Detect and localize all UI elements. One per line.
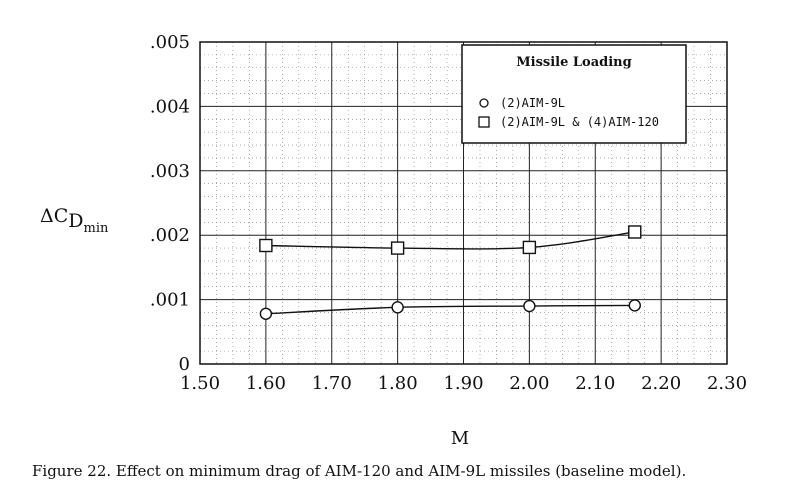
data-point-circle [391,301,404,314]
axes: 1.50 1.60 1.70 1.80 1.90 2.00 2.10 2.20 2.30 0 .00… [150,32,747,394]
x-tick-label: 1.50 [180,373,220,394]
data-point-square [390,241,405,255]
data-point-circle [523,299,536,313]
y-tick-label: .001 [150,290,190,311]
data-point-square [259,238,273,253]
x-tick-label: 1.80 [378,373,418,394]
data-point-square [628,225,642,239]
x-axis-label: M [451,428,469,449]
series [259,225,642,320]
y-tick-label: .003 [150,161,190,182]
legend-circle-marker [479,98,489,108]
legend-box [461,44,687,144]
legend: Missile Loading (2)AIM-9L (2)AIM-9L & (4… [461,44,687,144]
x-tick-label: 1.90 [443,373,483,394]
data-point-square [522,240,537,255]
y-tick-label: .005 [150,32,190,53]
x-tick-label: 1.60 [246,373,286,394]
legend-title: Missile Loading [516,55,631,70]
plot-frame [199,41,728,365]
x-tick-label: 2.10 [575,373,615,394]
legend-square-marker [478,116,490,128]
x-tick-label: 1.70 [312,373,352,394]
y-tick-label: .002 [150,225,190,246]
x-tick-label: 2.20 [641,373,681,394]
data-point-circle [259,307,273,320]
y-tick-label: .004 [150,96,190,117]
legend-entry-aim9l: (2)AIM-9L [500,96,565,110]
data-point-circle [628,299,641,312]
x-tick-label: 2.00 [509,373,549,394]
y-tick-label: 0 [179,354,190,375]
figure-caption: Figure 22. Effect on minimum drag of AIM… [32,462,687,480]
series-line-0 [265,304,635,315]
series-line-1 [265,231,635,250]
x-tick-label: 2.30 [707,373,747,394]
y-axis-label: ΔCDmin [40,205,109,236]
legend-entry-aim9l-aim120: (2)AIM-9L & (4)AIM-120 [500,115,659,129]
